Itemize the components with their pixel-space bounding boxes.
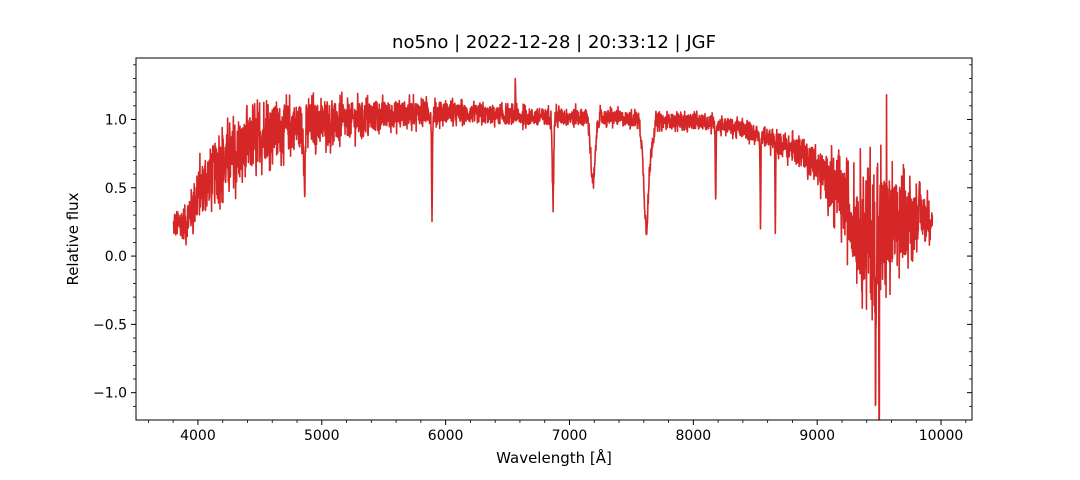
y-tick-label: 0.5 [105, 181, 127, 197]
plot-area [172, 77, 934, 420]
x-tick-label: 5000 [304, 428, 340, 444]
x-tick-label: 8000 [676, 428, 712, 444]
x-tick-label: 6000 [428, 428, 464, 444]
axes-frame [135, 57, 973, 421]
y-tick-label: 0.0 [105, 249, 127, 265]
y-tick-label: 1.0 [105, 112, 127, 128]
y-tick-label: −0.5 [93, 317, 127, 333]
chart-title: no5no | 2022-12-28 | 20:33:12 | JGF [392, 32, 716, 53]
spectrum-line [172, 77, 934, 420]
x-axis-label: Wavelength [Å] [496, 448, 612, 467]
y-tick-label: −1.0 [93, 386, 127, 402]
axis-ticks: 4000 5000 6000 7000 8000 9000 10000 −1.0 −0.5 0.0… [93, 64, 972, 444]
x-tick-label: 4000 [180, 428, 216, 444]
y-axis-label: Relative flux [64, 192, 82, 285]
x-tick-label: 9000 [799, 428, 835, 444]
x-tick-label: 10000 [919, 428, 964, 444]
x-tick-label: 7000 [552, 428, 588, 444]
